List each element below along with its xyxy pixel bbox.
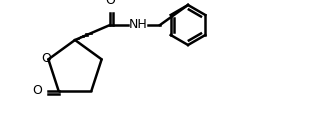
Text: O: O <box>33 84 42 97</box>
Text: NH: NH <box>129 18 147 32</box>
Text: O: O <box>41 52 51 65</box>
Text: O: O <box>105 0 115 7</box>
